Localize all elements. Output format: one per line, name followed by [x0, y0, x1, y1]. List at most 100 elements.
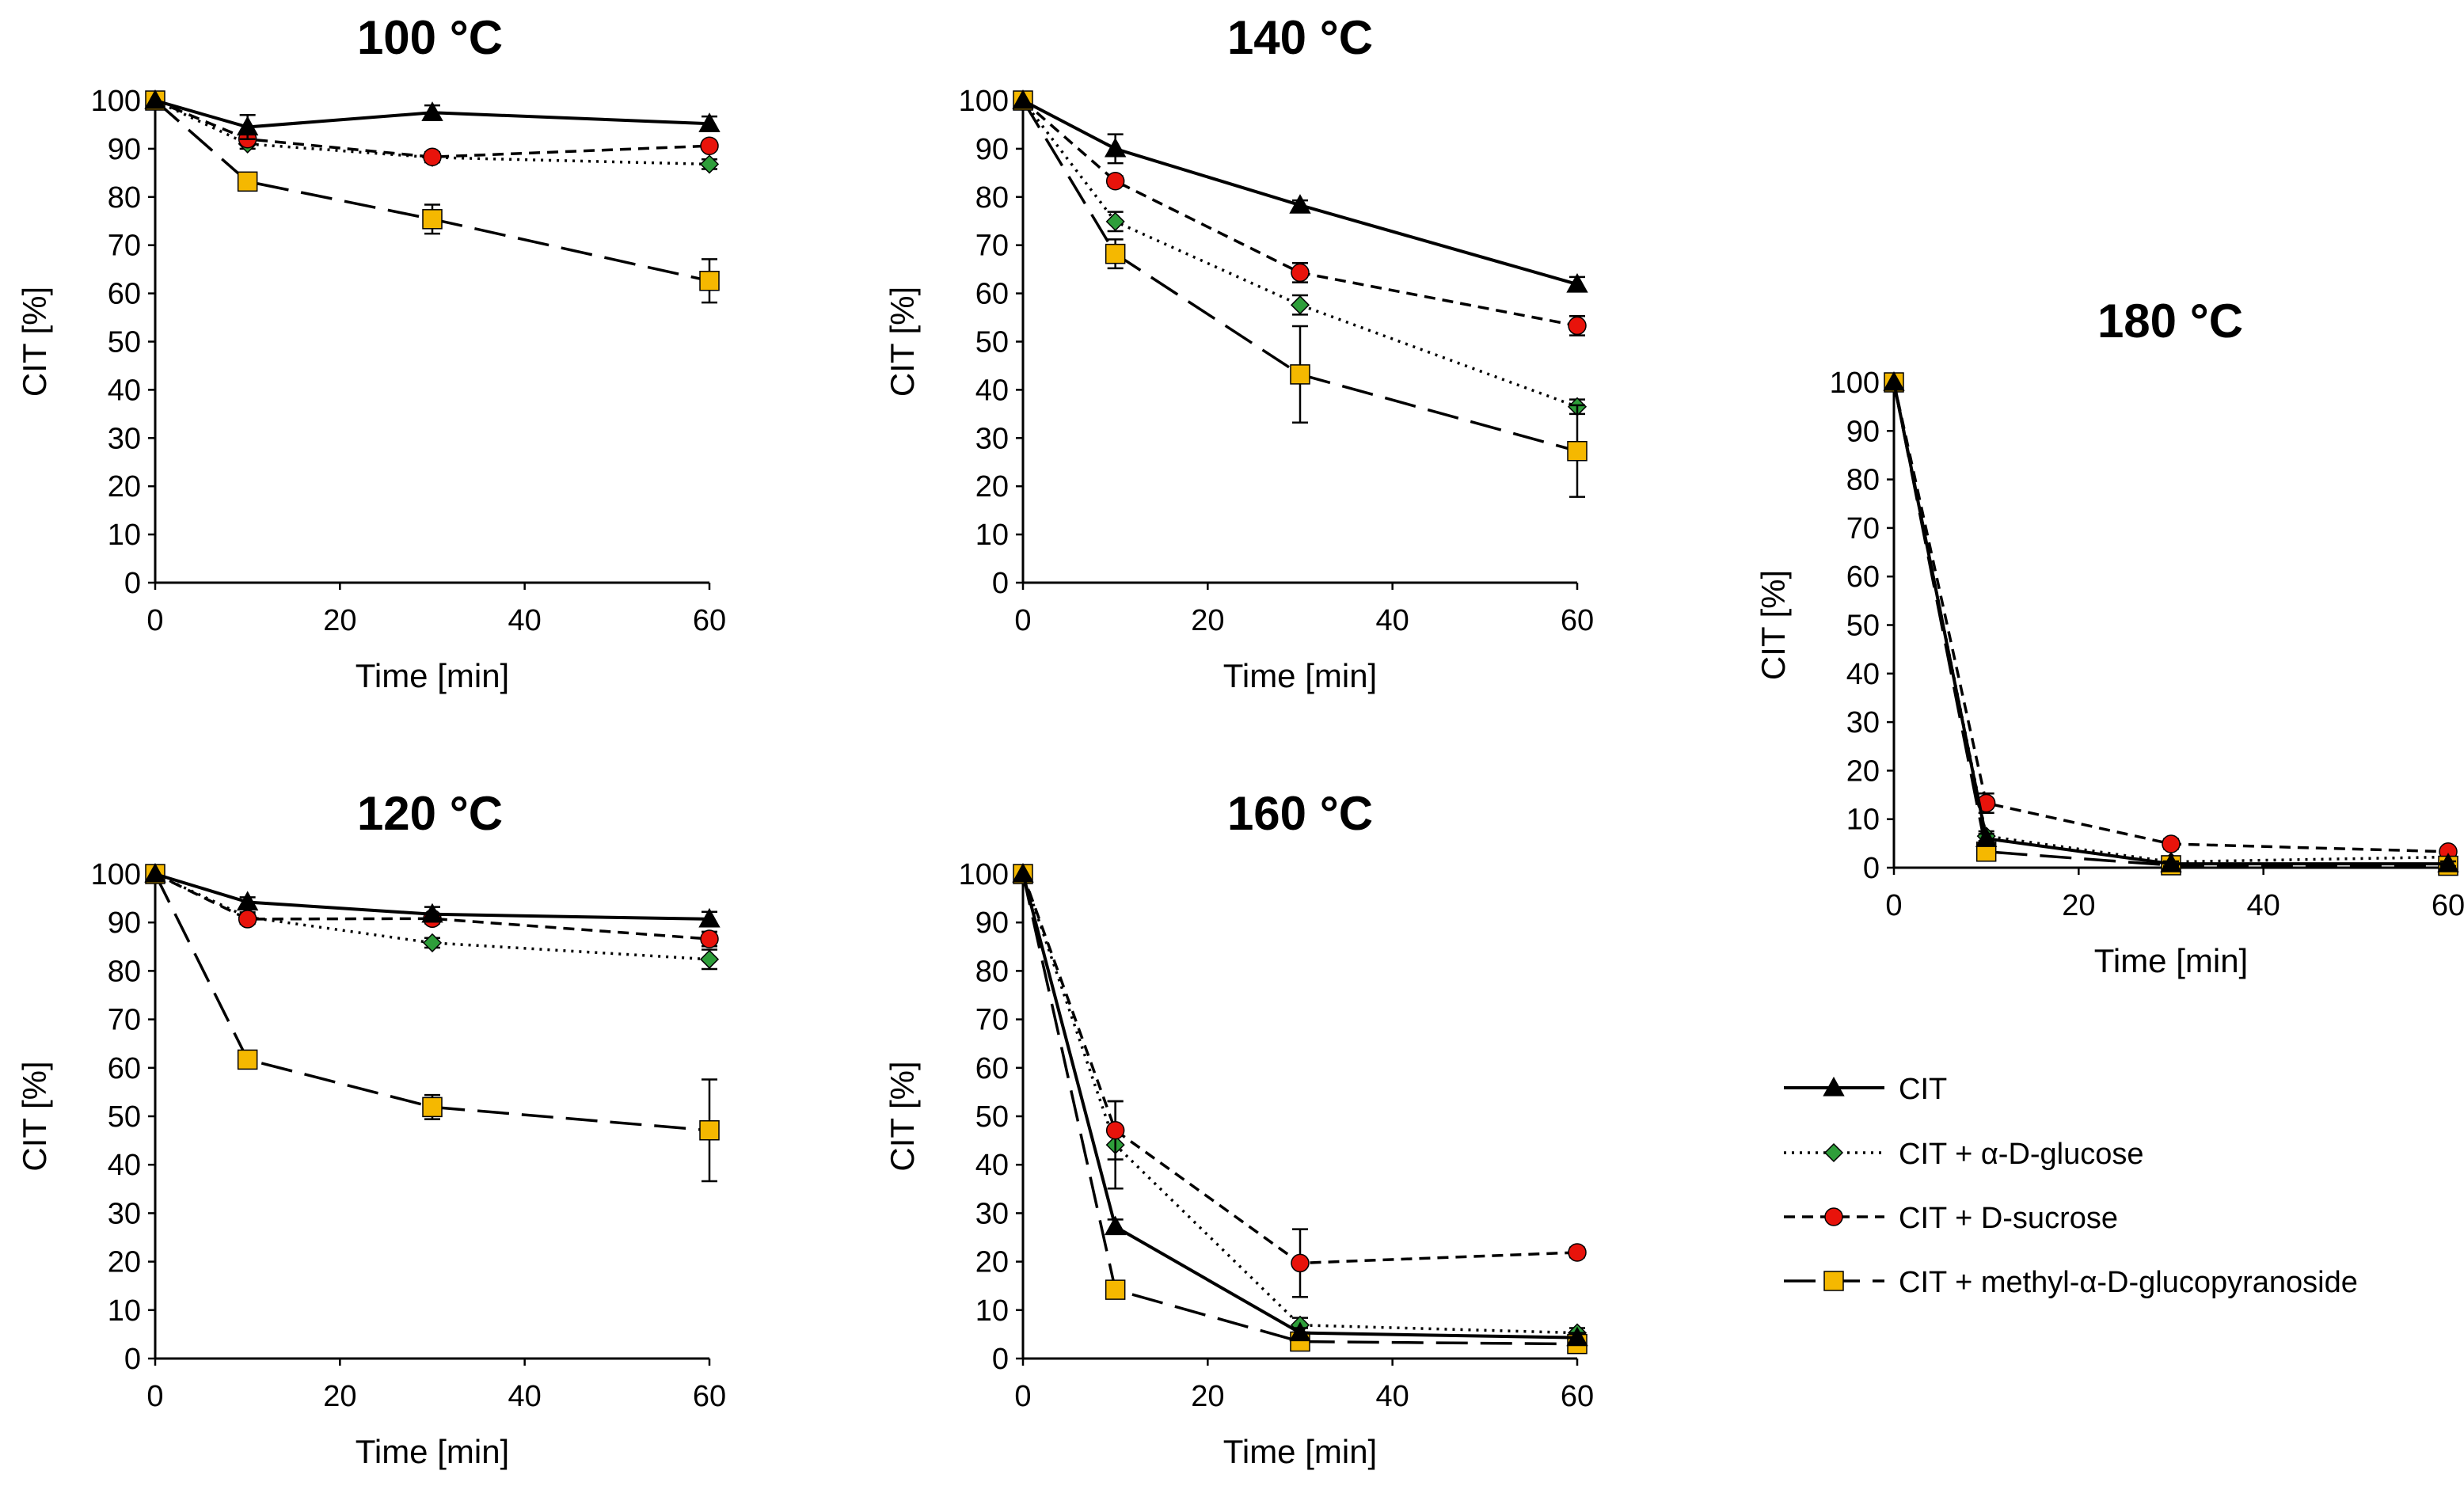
x-tick-label: 60 — [1561, 604, 1594, 637]
series-line-glucose — [1021, 99, 1578, 409]
chart-title: 140 °C — [1227, 11, 1373, 64]
y-tick-label: 70 — [975, 230, 1009, 263]
x-tick-label: 20 — [323, 1380, 356, 1413]
y-tick-label: 20 — [108, 470, 141, 504]
data-point-methyl — [237, 1049, 258, 1070]
y-tick-label: 40 — [108, 374, 141, 407]
series-cit — [144, 89, 721, 140]
y-tick-label: 10 — [975, 1294, 1009, 1328]
series-line-cit — [154, 99, 710, 129]
data-point-methyl — [1105, 243, 1126, 264]
data-point-cit — [144, 89, 166, 109]
data-point-cit — [1012, 89, 1034, 109]
data-point-methyl — [422, 209, 443, 230]
data-point-cit — [1012, 862, 1034, 883]
legend-label-cit: CIT — [1899, 1073, 1947, 1106]
x-axis-title: Time [min] — [356, 657, 509, 694]
y-tick-label: 30 — [975, 1197, 1009, 1230]
series-sucrose — [1884, 373, 2458, 861]
data-point-methyl — [699, 271, 720, 291]
y-tick-label: 70 — [108, 230, 141, 263]
x-tick-label: 60 — [693, 604, 726, 637]
y-tick-label: 60 — [108, 278, 141, 311]
chart-panel: 140 °C 0 10 20 30 40 50 60 70 80 90 100 0 20 40 60 Time … — [884, 11, 1594, 694]
y-tick-label: 20 — [1846, 754, 1880, 788]
legend-marker-sucrose — [1824, 1207, 1843, 1226]
series-line-methyl — [1021, 873, 1578, 1346]
y-tick-label: 20 — [975, 1246, 1009, 1279]
y-axis-title: CIT [%] — [884, 287, 921, 397]
series-line-sucrose — [1021, 99, 1578, 328]
y-tick-label: 60 — [1846, 561, 1880, 594]
data-point-methyl — [699, 1119, 720, 1141]
data-point-cit — [421, 903, 443, 923]
data-point-methyl — [1567, 440, 1588, 462]
series-line-glucose — [1021, 873, 1578, 1335]
data-point-sucrose — [700, 929, 719, 948]
data-point-methyl — [1290, 364, 1310, 385]
x-axis-title: Time [min] — [1223, 1433, 1377, 1470]
x-tick-label: 60 — [1561, 1380, 1594, 1413]
x-tick-label: 20 — [323, 604, 356, 637]
series-line-methyl — [1021, 100, 1578, 453]
legend-item-cit: CIT — [1784, 1073, 1947, 1106]
series-cit — [1012, 89, 1588, 293]
y-tick-label: 0 — [992, 567, 1009, 600]
data-point-cit — [1566, 1326, 1588, 1347]
y-tick-label: 100 — [1830, 367, 1880, 400]
x-tick-label: 20 — [1191, 604, 1224, 637]
chart-panel: 120 °C 0 10 20 30 40 50 60 70 80 90 100 0 20 40 60 Time … — [16, 787, 726, 1470]
data-point-sucrose — [700, 136, 719, 155]
data-point-glucose — [1290, 295, 1310, 315]
data-point-sucrose — [2162, 834, 2181, 853]
legend-item-methyl: CIT + methyl-α-D-glucopyranoside — [1784, 1266, 2358, 1299]
series-line-methyl — [154, 873, 710, 1132]
series-line-sucrose — [1892, 382, 2449, 853]
data-point-sucrose — [1568, 316, 1587, 336]
data-point-cit — [1289, 1321, 1311, 1342]
legend-marker-methyl — [1823, 1271, 1844, 1291]
data-point-sucrose — [1105, 171, 1125, 191]
x-axis-title: Time [min] — [2094, 942, 2248, 979]
series-line-sucrose — [154, 872, 710, 941]
x-tick-label: 40 — [2247, 889, 2280, 922]
data-point-methyl — [1105, 1279, 1126, 1300]
x-tick-label: 20 — [1191, 1380, 1224, 1413]
y-tick-label: 10 — [108, 1294, 141, 1328]
legend-item-sucrose: CIT + D-sucrose — [1784, 1202, 2118, 1235]
y-tick-label: 50 — [1846, 610, 1880, 643]
y-tick-label: 10 — [108, 519, 141, 552]
chart-title: 100 °C — [357, 11, 503, 64]
y-tick-label: 60 — [108, 1052, 141, 1085]
y-tick-label: 30 — [108, 1197, 141, 1230]
x-tick-label: 0 — [1014, 604, 1031, 637]
data-point-cit — [1566, 272, 1588, 293]
y-tick-label: 70 — [975, 1004, 1009, 1037]
y-tick-label: 20 — [975, 470, 1009, 504]
y-tick-label: 30 — [975, 422, 1009, 455]
data-point-cit — [2437, 853, 2459, 872]
y-tick-label: 30 — [1846, 706, 1880, 739]
data-point-glucose — [1105, 211, 1125, 231]
chart-panel: 160 °C 0 10 20 30 40 50 60 70 80 90 100 0 20 40 60 Time … — [884, 787, 1594, 1470]
chart-title: 180 °C — [2097, 295, 2243, 348]
data-point-glucose — [422, 933, 443, 952]
y-tick-label: 10 — [1846, 804, 1880, 837]
data-point-cit — [421, 101, 443, 121]
y-tick-label: 40 — [1846, 658, 1880, 691]
y-tick-label: 60 — [975, 278, 1009, 311]
chart-panel: 180 °C 0 10 20 30 40 50 60 70 80 90 100 0 20 40 60 Time … — [1755, 295, 2464, 979]
y-tick-label: 90 — [975, 906, 1009, 940]
x-tick-label: 20 — [2062, 889, 2095, 922]
legend-label-sucrose: CIT + D-sucrose — [1899, 1202, 2118, 1235]
data-point-sucrose — [1105, 1120, 1125, 1140]
y-tick-label: 90 — [108, 906, 141, 940]
chart-panel: 100 °C 0 10 20 30 40 50 60 70 80 90 100 0 20 40 60 Time … — [16, 11, 726, 694]
x-tick-label: 0 — [1885, 889, 1902, 922]
series-line-methyl — [154, 99, 710, 283]
y-tick-label: 40 — [975, 374, 1009, 407]
y-tick-label: 100 — [91, 85, 141, 118]
data-point-sucrose — [423, 147, 442, 167]
data-point-cit — [144, 862, 166, 883]
